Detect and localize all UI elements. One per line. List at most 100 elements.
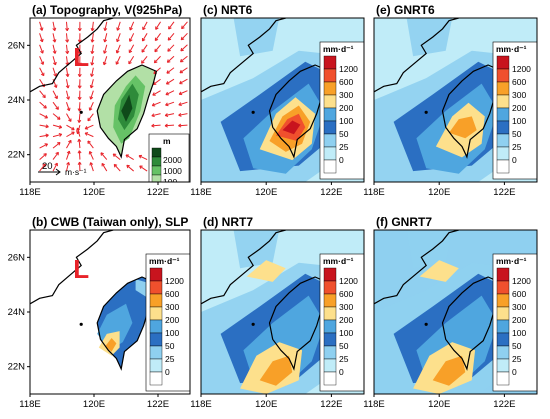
wind-arrow-head bbox=[71, 131, 75, 136]
wind-arrow bbox=[39, 134, 49, 138]
colorbar-swatch bbox=[496, 159, 510, 174]
wind-arrow-head bbox=[52, 27, 57, 31]
precip-region-light bbox=[406, 230, 453, 269]
island-penghu bbox=[424, 110, 428, 114]
colorbar-swatch bbox=[496, 55, 510, 70]
wind-arrow-head bbox=[84, 126, 89, 130]
colorbar-swatch bbox=[323, 306, 337, 321]
colorbar-unit: m bbox=[163, 136, 171, 146]
wind-arrow-head bbox=[90, 27, 95, 32]
colorbar-swatch bbox=[496, 319, 510, 334]
wind-arrow bbox=[52, 90, 58, 99]
colorbar-label: 1200 bbox=[339, 276, 358, 286]
wind-arrow-head bbox=[179, 58, 184, 63]
wind-arrow-head bbox=[180, 47, 184, 52]
colorbar-label: 25 bbox=[165, 354, 175, 364]
wind-arrow bbox=[179, 67, 188, 74]
wind-arrow bbox=[87, 113, 94, 122]
lat-tick-label: 22N bbox=[8, 362, 26, 373]
wind-arrow-head bbox=[167, 37, 172, 41]
wind-arrow-head bbox=[71, 126, 75, 131]
wind-arrow-head bbox=[167, 48, 171, 52]
colorbar-swatch bbox=[496, 280, 510, 295]
wind-arrow-head bbox=[178, 102, 182, 107]
wind-arrow-head bbox=[101, 162, 105, 167]
coastline-mainland bbox=[201, 230, 286, 305]
wind-arrow-head bbox=[88, 107, 93, 111]
panel-frame bbox=[200, 229, 365, 395]
wind-arrow bbox=[103, 44, 108, 54]
wind-arrow bbox=[165, 90, 175, 96]
precip-region-300 bbox=[259, 355, 293, 386]
island-penghu bbox=[79, 110, 83, 114]
lon-tick-label: 122E bbox=[493, 187, 515, 198]
low-pressure-marker: L bbox=[73, 254, 89, 284]
wind-arrow bbox=[84, 132, 94, 138]
wind-arrow-head bbox=[53, 73, 58, 77]
wind-arrow-head bbox=[113, 163, 118, 168]
precip-region-north bbox=[419, 260, 459, 282]
lon-tick-label: 120E bbox=[255, 187, 277, 198]
wind-arrow-head bbox=[66, 150, 71, 155]
wind-arrow bbox=[87, 140, 94, 149]
wind-arrow bbox=[151, 124, 161, 127]
wind-arrow bbox=[126, 164, 135, 172]
wind-arrow-head bbox=[168, 25, 172, 30]
coastline-taiwan bbox=[96, 64, 158, 159]
wind-arrow-head bbox=[126, 164, 130, 169]
wind-arrow-head bbox=[56, 116, 61, 120]
wind-arrow-head bbox=[77, 138, 82, 143]
colorbar-unit: mm·d⁻¹ bbox=[323, 256, 354, 266]
colorbar-swatch bbox=[323, 280, 337, 295]
colorbar-unit: mm·d⁻¹ bbox=[323, 44, 354, 54]
wind-arrow bbox=[90, 162, 94, 172]
wind-arrow-head bbox=[165, 91, 169, 96]
colorbar-swatch bbox=[496, 293, 510, 308]
colorbar-label: 200 bbox=[165, 315, 179, 325]
wind-arrow bbox=[139, 165, 148, 172]
colorbar-swatch bbox=[151, 156, 162, 167]
wind-arrow-head bbox=[55, 106, 59, 110]
colorbar-swatch bbox=[496, 68, 510, 83]
lon-tick-label: 120E bbox=[255, 399, 277, 410]
coastline-mainland bbox=[374, 18, 459, 93]
colorbar-label: 1000 bbox=[163, 166, 182, 176]
colorbar-label: 100 bbox=[163, 177, 177, 187]
wind-arrow bbox=[167, 55, 175, 63]
wind-arrow-head bbox=[55, 151, 59, 156]
wind-arrow-head bbox=[178, 112, 182, 117]
panel-frame bbox=[373, 229, 538, 395]
lon-tick-label: 118E bbox=[190, 399, 211, 410]
wind-arrow-head bbox=[138, 154, 143, 159]
wind-arrow-head bbox=[43, 105, 47, 109]
colorbar-swatch bbox=[323, 68, 337, 83]
wind-arrow bbox=[164, 124, 175, 127]
lon-tick-label: 118E bbox=[190, 187, 211, 198]
wind-arrow bbox=[178, 90, 188, 95]
lon-tick-label: 122E bbox=[147, 399, 169, 410]
colorbar-label: 600 bbox=[512, 77, 526, 87]
colorbar-swatch bbox=[496, 133, 510, 148]
wind-arrow bbox=[52, 56, 56, 66]
wind-arrow-head bbox=[90, 50, 95, 55]
wind-arrow-head bbox=[129, 27, 133, 31]
colorbar-unit: mm·d⁻¹ bbox=[149, 256, 180, 266]
wind-arrow-head bbox=[66, 107, 71, 112]
panel-c: mm·d⁻¹ 1200 600 300 200 100 50 25 0 (c) NRT6 118E 1… bbox=[190, 3, 365, 198]
colorbar-swatch bbox=[496, 94, 510, 109]
lon-tick-label: 118E bbox=[19, 187, 40, 198]
wind-arrow bbox=[52, 152, 59, 160]
wind-arrow-head bbox=[103, 50, 107, 54]
wind-arrow bbox=[165, 113, 175, 117]
colorbar-swatch bbox=[323, 133, 337, 148]
island-penghu bbox=[251, 322, 255, 326]
colorbar-swatch bbox=[496, 332, 510, 347]
wind-arrow-head bbox=[128, 49, 133, 54]
wind-arrow bbox=[153, 67, 161, 75]
wind-arrow-head bbox=[77, 39, 82, 43]
panel-e: mm·d⁻¹ 1200 600 300 200 100 50 25 0 (e) GNRT6 118E… bbox=[363, 3, 538, 198]
colorbar-swatch bbox=[149, 371, 163, 386]
wind-arrow-head bbox=[45, 133, 49, 138]
lat-tick-label: 26N bbox=[8, 40, 26, 51]
wind-arrow bbox=[142, 21, 148, 30]
